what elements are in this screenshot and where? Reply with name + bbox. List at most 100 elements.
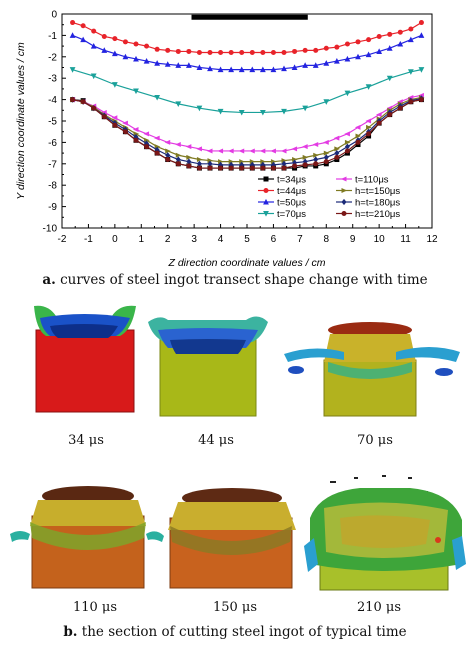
data-point	[228, 50, 234, 56]
legend-item: t=70μs	[258, 209, 306, 220]
data-point	[313, 161, 319, 167]
data-point	[185, 144, 192, 150]
data-point	[418, 97, 424, 103]
data-point	[259, 148, 266, 154]
data-point	[313, 152, 319, 158]
data-point	[302, 154, 309, 160]
time-label-70us: 70 μs	[357, 433, 393, 448]
data-point	[206, 148, 213, 154]
data-point	[218, 159, 224, 165]
data-point	[418, 20, 424, 26]
data-point	[344, 90, 351, 97]
y-tick-label: -4	[48, 95, 57, 106]
data-point	[407, 69, 414, 75]
data-point	[344, 55, 351, 62]
x-tick-label: 1	[139, 234, 145, 245]
data-point	[217, 108, 224, 115]
legend-label: h=t=150μs	[355, 186, 400, 197]
data-point	[249, 148, 255, 154]
data-point	[90, 43, 97, 49]
data-point	[323, 154, 329, 161]
data-point	[366, 37, 372, 43]
x-tick-label: 6	[271, 234, 277, 245]
data-point	[122, 120, 128, 126]
caption-a: a. curves of steel ingot transect shape …	[0, 272, 470, 288]
data-point	[165, 148, 171, 154]
data-point	[80, 36, 87, 43]
x-axis-label: Z direction coordinate values / cm	[168, 257, 326, 269]
data-point	[132, 127, 139, 133]
legend-label: h=t=210μs	[355, 209, 400, 220]
data-point	[302, 105, 309, 112]
legend-label: h=t=180μs	[355, 198, 400, 209]
y-tick-label: -1	[48, 31, 57, 42]
data-point	[408, 99, 414, 105]
legend-label: t=34μs	[277, 175, 306, 186]
legend-item: t=50μs	[258, 198, 306, 209]
y-tick-label: -6	[48, 138, 57, 149]
data-point	[186, 154, 192, 160]
data-point	[344, 143, 350, 150]
data-point	[196, 105, 203, 112]
caption-b: b. the section of cutting steel ingot of…	[0, 624, 470, 640]
data-point	[144, 144, 150, 150]
data-point	[133, 88, 139, 95]
data-point	[397, 105, 403, 111]
data-point	[69, 32, 76, 38]
legend-item: h=t=150μs	[336, 186, 400, 197]
time-label-34us: 34 μs	[68, 433, 104, 448]
y-tick-label: -8	[48, 181, 57, 192]
data-point	[313, 156, 319, 163]
data-point	[365, 51, 372, 58]
data-point	[218, 165, 224, 171]
data-point	[239, 165, 245, 171]
data-point	[281, 50, 287, 56]
data-point	[144, 43, 150, 49]
data-point	[164, 61, 171, 67]
data-point	[323, 60, 330, 66]
data-point	[344, 131, 350, 137]
data-point	[69, 67, 76, 73]
data-point	[270, 165, 276, 171]
data-point	[249, 66, 256, 73]
data-point	[397, 29, 403, 35]
legend-item: t=44μs	[258, 186, 306, 197]
y-tick-label: -10	[43, 224, 58, 235]
caption-b-prefix: b.	[63, 624, 78, 640]
data-point	[111, 82, 118, 88]
data-point	[238, 109, 245, 116]
data-point	[270, 159, 277, 165]
data-point	[344, 41, 350, 47]
sim-snapshot-210us	[304, 475, 466, 591]
y-axis-label: Y direction coordinate values / cm	[15, 42, 27, 200]
data-point	[280, 148, 287, 154]
data-point	[207, 160, 213, 167]
time-label-44us: 44 μs	[198, 433, 234, 448]
data-point	[111, 50, 118, 57]
sim-snapshot-110us	[10, 486, 164, 589]
data-point	[281, 165, 287, 171]
x-tick-label: 8	[324, 234, 330, 245]
data-point	[334, 146, 340, 152]
data-point	[333, 57, 340, 64]
data-point	[292, 48, 298, 54]
data-point	[354, 124, 361, 130]
legend-label: t=70μs	[277, 209, 306, 220]
data-point	[207, 158, 214, 164]
x-tick-label: 2	[165, 234, 171, 245]
x-tick-label: 12	[426, 234, 438, 245]
sim-snapshot-44us	[148, 316, 268, 417]
data-point	[154, 150, 160, 156]
data-point	[80, 23, 86, 29]
data-point	[249, 159, 256, 165]
series-line	[72, 34, 422, 71]
data-point	[260, 165, 266, 171]
data-point	[196, 160, 202, 167]
series-3	[69, 67, 425, 116]
data-point	[281, 65, 287, 72]
data-point	[101, 114, 107, 120]
data-point	[186, 48, 192, 54]
y-tick-label: -3	[48, 74, 57, 85]
data-point	[91, 28, 97, 34]
